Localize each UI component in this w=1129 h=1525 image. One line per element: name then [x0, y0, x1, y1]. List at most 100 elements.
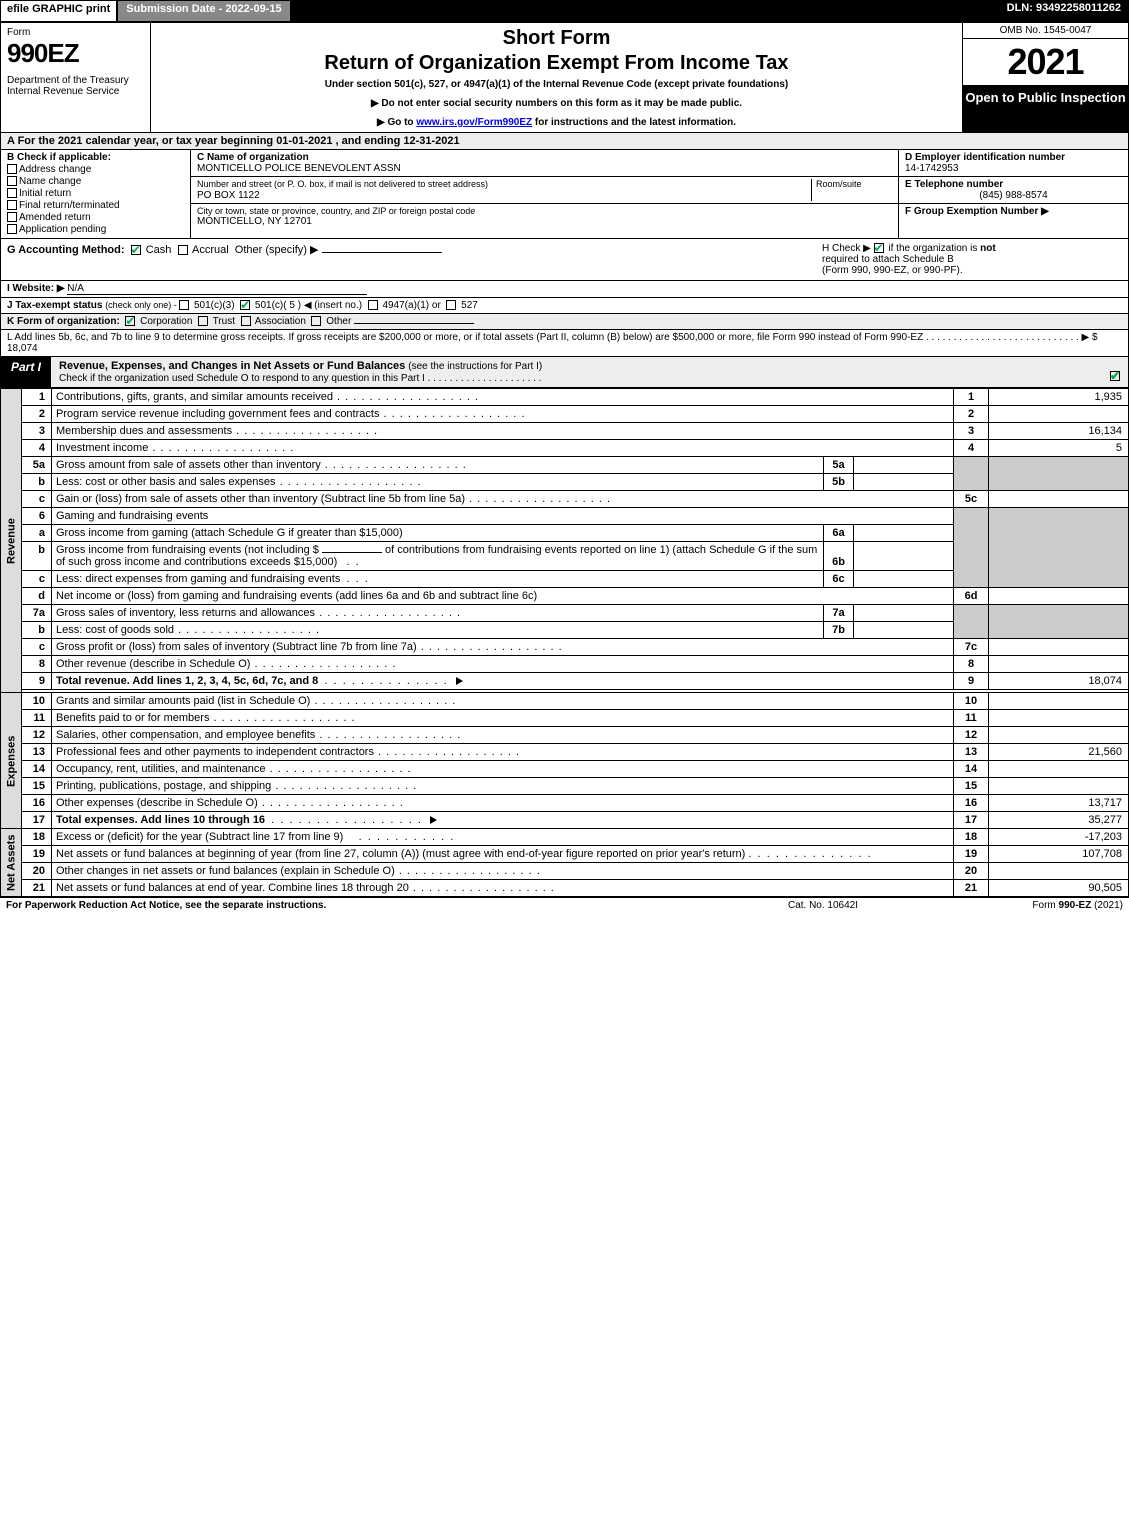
ln-20-desc: Other changes in net assets or fund bala… [56, 865, 541, 877]
checkbox-k-corp-icon[interactable] [125, 316, 135, 326]
ln-7ab-rn-grey [954, 605, 989, 639]
ln-5c-num: c [22, 491, 52, 508]
line-10: Expenses 10 Grants and similar amounts p… [1, 693, 1129, 710]
ln-1-amt: 1,935 [989, 389, 1129, 406]
org-name: MONTICELLO POLICE BENEVOLENT ASSN [197, 163, 892, 174]
b-opt-2: Initial return [19, 188, 71, 199]
f-group-cell: F Group Exemption Number ▶ [899, 204, 1128, 238]
b-name-change[interactable]: Name change [7, 176, 184, 187]
checkbox-accrual-icon[interactable] [178, 245, 188, 255]
ln-7ab-amt-grey [989, 605, 1129, 639]
line-9: 9 Total revenue. Add lines 1, 2, 3, 4, 5… [1, 673, 1129, 690]
b-header: B Check if applicable: [7, 152, 184, 163]
line-19: 19 Net assets or fund balances at beginn… [1, 846, 1129, 863]
b-initial-return[interactable]: Initial return [7, 188, 184, 199]
k-corp: Corporation [140, 316, 192, 327]
ln-6c-sn: 6c [824, 571, 854, 588]
checkbox-k-trust-icon[interactable] [198, 316, 208, 326]
checkbox-j3-icon[interactable] [368, 300, 378, 310]
line-3: 3 Membership dues and assessments 3 16,1… [1, 423, 1129, 440]
ln-20-rn: 20 [954, 863, 989, 880]
l-value: 18,074 [7, 343, 38, 354]
ln-7c-num: c [22, 639, 52, 656]
checkbox-k-other-icon[interactable] [311, 316, 321, 326]
ln-11-amt [989, 710, 1129, 727]
b-opt-0: Address change [19, 164, 91, 175]
k-other: Other [326, 316, 351, 327]
part-1-header: Part I Revenue, Expenses, and Changes in… [0, 357, 1129, 388]
ln-3-rn: 3 [954, 423, 989, 440]
ln-5ab-rn-grey [954, 457, 989, 491]
h-line1b: if the organization is [888, 243, 980, 254]
ln-17-desc: Total expenses. Add lines 10 through 16 [56, 814, 265, 826]
k-other-input[interactable] [354, 323, 474, 324]
ln-1-desc: Contributions, gifts, grants, and simila… [56, 391, 479, 403]
checkbox-k-assoc-icon[interactable] [241, 316, 251, 326]
checkbox-h-icon[interactable] [874, 243, 884, 253]
ln-5a-sv [854, 457, 954, 474]
ln-5b-desc: Less: cost or other basis and sales expe… [56, 476, 422, 488]
ln-6c-sv [854, 571, 954, 588]
tax-year: 2021 [963, 39, 1128, 86]
arrow-icon [430, 816, 437, 824]
checkbox-cash-icon[interactable] [131, 245, 141, 255]
part-1-check-text: Check if the organization used Schedule … [59, 373, 541, 384]
ln-13-num: 13 [22, 744, 52, 761]
b-address-change[interactable]: Address change [7, 164, 184, 175]
ln-6c-desc: Less: direct expenses from gaming and fu… [56, 573, 340, 585]
row-g-h: G Accounting Method: Cash Accrual Other … [0, 239, 1129, 281]
c-name-label: C Name of organization [197, 152, 892, 163]
ln-6b-num: b [22, 542, 52, 571]
ln-14-num: 14 [22, 761, 52, 778]
omb-number: OMB No. 1545-0047 [963, 23, 1128, 39]
line-16: 16 Other expenses (describe in Schedule … [1, 795, 1129, 812]
line-7c: c Gross profit or (loss) from sales of i… [1, 639, 1129, 656]
ln-5c-desc: Gain or (loss) from sale of assets other… [56, 493, 611, 505]
ln-19-rn: 19 [954, 846, 989, 863]
b-amended-return[interactable]: Amended return [7, 212, 184, 223]
footer-form-num: 990-EZ [1059, 900, 1092, 911]
ln-2-rn: 2 [954, 406, 989, 423]
ln-7a-num: 7a [22, 605, 52, 622]
checkbox-icon [7, 188, 17, 198]
line-14: 14 Occupancy, rent, utilities, and maint… [1, 761, 1129, 778]
checkbox-j4-icon[interactable] [446, 300, 456, 310]
b-final-return[interactable]: Final return/terminated [7, 200, 184, 211]
ln-7c-rn: 7c [954, 639, 989, 656]
ln-6d-rn: 6d [954, 588, 989, 605]
ln-1-num: 1 [22, 389, 52, 406]
c-city-row: City or town, state or province, country… [191, 204, 898, 229]
d-label: D Employer identification number [905, 152, 1122, 163]
f-label: F Group Exemption Number ▶ [905, 206, 1049, 217]
form-header-left: Form 990EZ Department of the Treasury In… [1, 23, 151, 132]
ln-8-rn: 8 [954, 656, 989, 673]
ln-21-rn: 21 [954, 880, 989, 897]
g-other-input[interactable] [322, 252, 442, 253]
b-opt-5: Application pending [19, 224, 106, 235]
b-opt-4: Amended return [19, 212, 91, 223]
e-phone-cell: E Telephone number (845) 988-8574 [899, 177, 1128, 204]
return-title: Return of Organization Exempt From Incom… [159, 52, 954, 75]
ln-3-amt: 16,134 [989, 423, 1129, 440]
row-l-gross: L Add lines 5b, 6c, and 7b to line 9 to … [0, 330, 1129, 357]
form-header-mid: Short Form Return of Organization Exempt… [151, 23, 963, 132]
revenue-side-label: Revenue [1, 389, 22, 693]
efile-label: efile GRAPHIC print [0, 0, 117, 22]
ln-21-desc: Net assets or fund balances at end of ye… [56, 882, 555, 894]
c-addr-label: Number and street (or P. O. box, if mail… [197, 179, 488, 189]
irs-link[interactable]: www.irs.gov/Form990EZ [416, 117, 532, 128]
phone-value: (845) 988-8574 [905, 190, 1122, 201]
org-address: PO BOX 1122 [197, 190, 260, 201]
b-application-pending[interactable]: Application pending [7, 224, 184, 235]
ln-5b-num: b [22, 474, 52, 491]
ln-21-num: 21 [22, 880, 52, 897]
checkbox-part1-icon[interactable] [1110, 371, 1120, 381]
ln-6a-num: a [22, 525, 52, 542]
checkbox-icon [7, 224, 17, 234]
checkbox-j2-icon[interactable] [240, 300, 250, 310]
ln-18-amt: -17,203 [989, 829, 1129, 846]
ln-17-amt: 35,277 [989, 812, 1129, 829]
checkbox-j1-icon[interactable] [179, 300, 189, 310]
checkbox-icon [7, 212, 17, 222]
ln-10-rn: 10 [954, 693, 989, 710]
